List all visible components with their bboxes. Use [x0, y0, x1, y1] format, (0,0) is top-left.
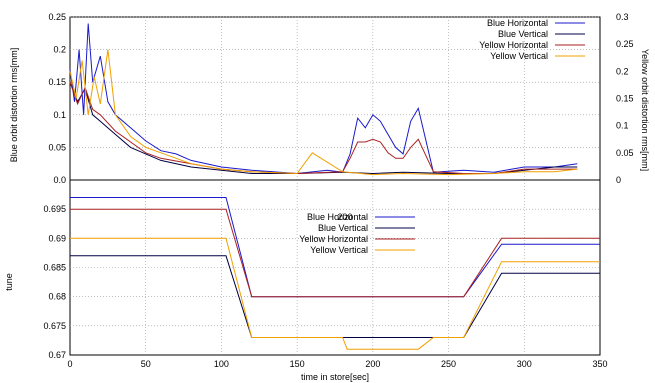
x-tick-label: 350 — [592, 359, 607, 369]
top-legend-label: Yellow Vertical — [490, 51, 548, 61]
top-legend-label: Blue Horizontal — [487, 18, 548, 28]
top-y2-tick-label: 0.2 — [616, 66, 629, 76]
bottom-legend-label: Yellow Horizontal — [299, 234, 368, 244]
top-y-axis-label: Blue orbit distortion rms[mm] — [9, 48, 19, 163]
x-tick-label: 100 — [214, 359, 229, 369]
x-tick-label: 50 — [141, 359, 151, 369]
top-y2-tick-label: 0.05 — [616, 148, 634, 158]
x-tick-label: 0 — [67, 359, 72, 369]
x-tick-label: 200 — [365, 359, 380, 369]
bottom-series-lines — [70, 197, 600, 350]
top-tick-labels: 0.05 0.1 0.15 0.2 0.25 0.0 0.05 0.1 0.15 0.2 0.25 0… — [48, 12, 633, 185]
top-legend-label: Yellow Horizontal — [479, 40, 548, 50]
top-series-yellow-horizontal — [69, 82, 578, 175]
top-y2-tick-zero: 0 — [616, 175, 621, 185]
bottom-y-tick-label: 0.685 — [43, 263, 66, 273]
top-gridlines — [70, 16, 600, 180]
top-panel: 0.05 0.1 0.15 0.2 0.25 0.0 0.05 0.1 0.15 0.2 0.25 0… — [9, 12, 650, 185]
top-y-tick-label: 0.2 — [53, 45, 66, 55]
bottom-y-tick-label: 0.695 — [43, 204, 66, 214]
top-legend-label: Blue Vertical — [498, 29, 548, 39]
bottom-legend-label: Blue Vertical — [318, 223, 368, 233]
top-y-tick-label: 0.15 — [48, 77, 66, 87]
stray-legend-label: 200 — [337, 212, 352, 222]
bottom-gridlines — [70, 180, 600, 355]
top-series-lines — [69, 23, 578, 176]
top-y2-tick-label: 0.1 — [616, 121, 629, 131]
bottom-panel: 0 50 100 150 200 250 300 350 0.67 0.675 0.68 0.685 0… — [4, 179, 608, 382]
bottom-y-tick-label: 0.68 — [48, 292, 66, 302]
top-y2-tick-label: 0.3 — [616, 12, 629, 22]
bottom-y-tick-label: 0.67 — [48, 350, 66, 360]
x-tick-label: 300 — [517, 359, 532, 369]
bottom-y-tick-label: 0.69 — [48, 233, 66, 243]
top-y2-axis-label: Yellow orbit distortion rms[mm] — [640, 49, 650, 171]
bottom-series-yellow-vertical — [70, 237, 600, 350]
bottom-tick-labels: 0 50 100 150 200 250 300 350 0.67 0.675 0.68 0.685 0… — [43, 204, 607, 369]
top-series-blue-horizontal — [69, 23, 578, 175]
top-y-tick-zero: 0.0 — [53, 175, 66, 185]
top-y-tick-label: 0.1 — [53, 110, 66, 120]
x-axis-label: time in store[sec] — [301, 372, 369, 382]
top-y2-tick-label: 0.15 — [616, 94, 634, 104]
bottom-legend-label: Yellow Vertical — [310, 245, 368, 255]
bottom-y-axis-label: tune — [4, 273, 14, 291]
bottom-legend-label: Blue Horizontal — [307, 212, 368, 222]
x-tick-label: 250 — [441, 359, 456, 369]
top-series-yellow-vertical — [69, 49, 578, 176]
top-y-tick-label: 0.25 — [48, 12, 66, 22]
top-y2-tick-label: 0.25 — [616, 39, 634, 49]
top-y-tick-label: 0.05 — [48, 142, 66, 152]
bottom-y-tick-label: 0.675 — [43, 321, 66, 331]
bottom-series-yellow-horizontal — [70, 208, 600, 298]
x-tick-label: 150 — [290, 359, 305, 369]
